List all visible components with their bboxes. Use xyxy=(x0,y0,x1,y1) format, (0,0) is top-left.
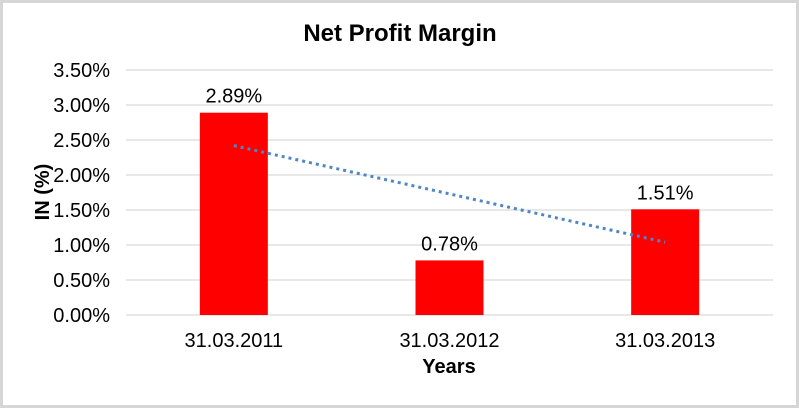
y-axis-tick-labels: 0.00% 0.50% 1.00% 1.50% 2.00% 2.50% 3.00% 3.50% xyxy=(53,60,110,327)
y-tick-label: 1.00% xyxy=(53,235,110,257)
trendline xyxy=(233,144,666,244)
bar xyxy=(631,209,700,315)
y-tick-label: 0.00% xyxy=(53,305,110,327)
bar-value-label: 1.51% xyxy=(637,182,694,204)
bar-value-label: 0.78% xyxy=(421,233,478,255)
bar-series xyxy=(199,112,700,315)
x-axis-category-labels: 31.03.2011 31.03.2012 31.03.2013 xyxy=(185,330,716,352)
x-category-label: 31.03.2011 xyxy=(185,330,284,352)
x-category-label: 31.03.2013 xyxy=(615,330,715,352)
y-tick-label: 3.50% xyxy=(53,60,110,82)
x-category-label: 31.03.2012 xyxy=(399,330,499,352)
y-axis-title: IN (%) xyxy=(32,164,54,221)
trendline-group xyxy=(233,144,666,244)
y-tick-label: 1.50% xyxy=(53,200,110,222)
y-tick-label: 3.00% xyxy=(53,95,110,117)
y-tick-label: 2.00% xyxy=(53,165,110,187)
x-axis-title: Years xyxy=(422,356,475,378)
y-tick-label: 0.50% xyxy=(53,270,110,292)
bar-value-labels: 2.89% 0.78% 1.51% xyxy=(205,86,693,256)
bar xyxy=(415,260,484,315)
chart-title: Net Profit Margin xyxy=(303,20,496,47)
bar xyxy=(199,112,268,315)
y-tick-label: 2.50% xyxy=(53,130,110,152)
bar-value-label: 2.89% xyxy=(205,86,262,108)
